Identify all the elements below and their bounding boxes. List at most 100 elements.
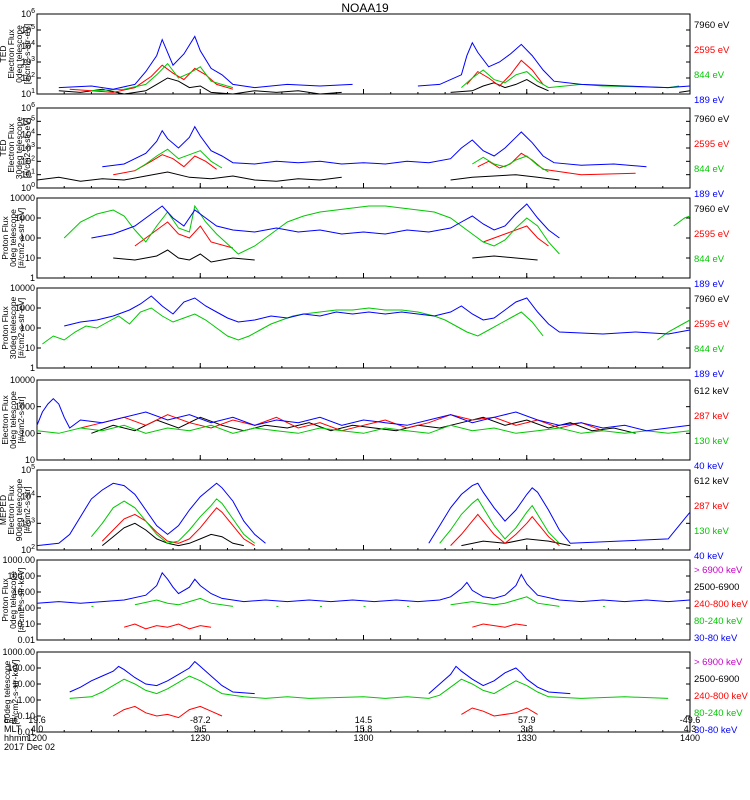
- y-tick-label: 1000: [15, 213, 35, 223]
- footer-lat: 19.6: [28, 715, 46, 725]
- y-tick-label: 10: [25, 343, 35, 353]
- legend-entry: 7960 eV: [694, 114, 730, 125]
- legend-entry: 240-800 keV: [694, 691, 749, 702]
- panel-frame: [36, 197, 691, 279]
- y-axis-label: Electron Flux: [6, 28, 16, 78]
- legend-entry: 130 keV: [694, 526, 730, 537]
- y-axis-label: TED: [0, 46, 8, 63]
- series-line-7960-ev: [113, 249, 255, 263]
- y-tick-label: 103: [21, 517, 35, 528]
- panel-8: 0.01 0.10 1.00 10.00 100.00 1000.00 90deg tele…: [2, 647, 749, 737]
- y-tick-label: 100: [20, 428, 35, 438]
- series-line-2595-ev: [483, 225, 549, 247]
- y-tick-label: 1.00: [17, 695, 35, 705]
- y-axis-label: 0deg telescope: [8, 571, 18, 629]
- footer-time: 1200: [27, 733, 47, 743]
- y-tick-label: 101: [21, 169, 35, 180]
- series-line-844-ev: [91, 62, 234, 92]
- y-tick-label: 104: [21, 129, 35, 140]
- legend-entry: 7960 eV: [694, 204, 730, 215]
- y-tick-label: 100.00: [7, 571, 35, 581]
- series-line-844-ev: [461, 69, 680, 89]
- series-line-189-ev: [417, 41, 691, 89]
- footer-lat: 57.9: [518, 715, 536, 725]
- y-tick-label: 1.00: [17, 603, 35, 613]
- y-axis-label: 90deg telescope: [2, 661, 12, 724]
- series-line-7960-ev: [58, 77, 342, 95]
- series-line-30-80-kev: [69, 660, 255, 695]
- legend-entry: > 6900 keV: [694, 565, 743, 576]
- footer-mlt: 4.0: [31, 724, 44, 734]
- series-line-240-800-kev: [123, 623, 212, 630]
- y-axis-label: 30deg telescope: [14, 117, 24, 180]
- series-line-80-240-kev: [134, 597, 233, 607]
- series-line-130-kev: [36, 424, 691, 434]
- series-line-80-240-kev: [450, 596, 560, 607]
- legend-entry: 844 eV: [694, 254, 725, 265]
- y-axis-label: [#/cm2-s-str-eV]: [16, 208, 26, 268]
- series-line-240-800-kev: [472, 623, 527, 628]
- y-axis-label: MEPED: [0, 495, 8, 525]
- series-line-2595-ev: [69, 64, 234, 93]
- legend-entry: 2595 eV: [694, 229, 730, 240]
- series-line-287-kev: [101, 507, 255, 547]
- y-tick-label: 0.01: [17, 635, 35, 645]
- footer-time: 1300: [353, 733, 373, 743]
- y-tick-label: 10.00: [12, 679, 35, 689]
- legend-entry: 130 keV: [694, 436, 730, 447]
- y-axis-label: 30deg telescope: [8, 297, 18, 360]
- y-tick-label: 1000: [15, 402, 35, 412]
- series-line-189-ev: [58, 35, 353, 90]
- footer-time: 1330: [517, 733, 537, 743]
- y-axis-label: [#/cm2-s-str-eV]: [22, 24, 32, 84]
- y-tick-label: 10000: [10, 375, 35, 385]
- series-line-40-kev: [428, 482, 691, 544]
- y-axis-label: Electron Flux: [0, 394, 10, 444]
- legend-entry: 30-80 keV: [694, 725, 738, 736]
- y-tick-label: 100: [21, 182, 35, 193]
- y-tick-label: 10.00: [12, 587, 35, 597]
- legend-entry: 2500-6900: [694, 674, 739, 685]
- series-line-844-ev: [134, 148, 223, 172]
- legend-entry: 612 keV: [694, 476, 730, 487]
- legend-entry: 189 eV: [694, 189, 725, 200]
- y-tick-label: 10000: [10, 283, 35, 293]
- y-tick-label: 10: [25, 253, 35, 263]
- series-line-40-kev: [36, 482, 266, 547]
- footer-lat: -49.6: [680, 715, 701, 725]
- legend-entry: 189 eV: [694, 95, 725, 106]
- footer-mlt: 15.8: [355, 724, 373, 734]
- footer-time: 1230: [190, 733, 210, 743]
- y-axis-label: Electron Flux: [6, 484, 16, 534]
- legend-entry: 2595 eV: [694, 319, 730, 330]
- legend-entry: 40 keV: [694, 551, 724, 562]
- y-axis-label: [#/cm2-s-str-keV]: [16, 568, 26, 633]
- y-axis-label: [#/cm2-s-str-eV]: [16, 298, 26, 358]
- panel-7: 0.01 0.10 1.00 10.00 100.00 1000.00 Proton Flu…: [0, 555, 749, 645]
- y-axis-label: [#/cm2-s-str-eV]: [22, 118, 32, 178]
- y-tick-label: 105: [21, 464, 35, 475]
- y-tick-label: 105: [21, 115, 35, 126]
- y-axis-label: 0deg telescope: [8, 391, 18, 449]
- series-line-30-80-kev: [36, 571, 691, 604]
- y-tick-label: 103: [21, 56, 35, 67]
- y-tick-label: 102: [21, 155, 35, 166]
- series-line-240-800-kev: [112, 705, 223, 719]
- legend-entry: 189 eV: [694, 279, 725, 290]
- footer-lat: 14.5: [355, 715, 373, 725]
- y-tick-label: 106: [21, 102, 35, 113]
- plot-title: NOAA19: [341, 1, 389, 15]
- legend-entry: 80-240 keV: [694, 616, 743, 627]
- legend-entry: 287 keV: [694, 411, 730, 422]
- series-line-240-800-kev: [461, 707, 538, 717]
- y-tick-label: 102: [21, 544, 35, 555]
- series-line-30-80-kev: [428, 665, 571, 695]
- footer-mlt: 4.3: [684, 724, 697, 734]
- legend-entry: 40 keV: [694, 461, 724, 472]
- series-line-7960-ev: [36, 171, 342, 182]
- series-line-7960-ev: [679, 90, 691, 93]
- series-line-2595-ev: [113, 154, 217, 176]
